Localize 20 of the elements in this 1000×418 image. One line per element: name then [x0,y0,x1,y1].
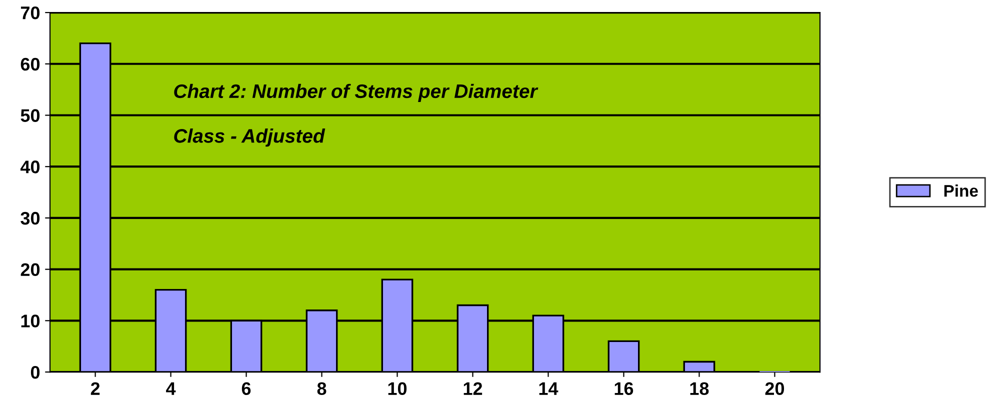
x-tick-label: 8 [317,382,326,396]
x-tick-label: 14 [539,382,558,395]
x-tick-label: 20 [765,382,784,396]
y-tick-label: 60 [20,58,40,71]
x-tick-label: 4 [166,382,176,395]
legend-label: Pine [944,184,978,197]
y-tick-label: 10 [21,314,40,328]
x-tick-label: 10 [388,382,407,396]
y-tick-label: 40 [20,160,40,174]
y-tick-label: 50 [20,109,40,122]
x-tick-label: 6 [242,382,251,396]
y-tick-label: 0 [30,366,40,379]
x-tick-label: 2 [90,382,100,395]
y-tick-label: 70 [20,6,40,20]
y-tick-label: 30 [20,212,40,225]
x-tick-label: 12 [464,382,482,395]
x-tick-label: 18 [690,382,709,396]
chart-title: Chart 2: Number of Stems per Diameter Class - Adjusted [174,84,538,147]
x-tick-label: 16 [614,382,634,396]
y-tick-label: 20 [20,263,40,276]
